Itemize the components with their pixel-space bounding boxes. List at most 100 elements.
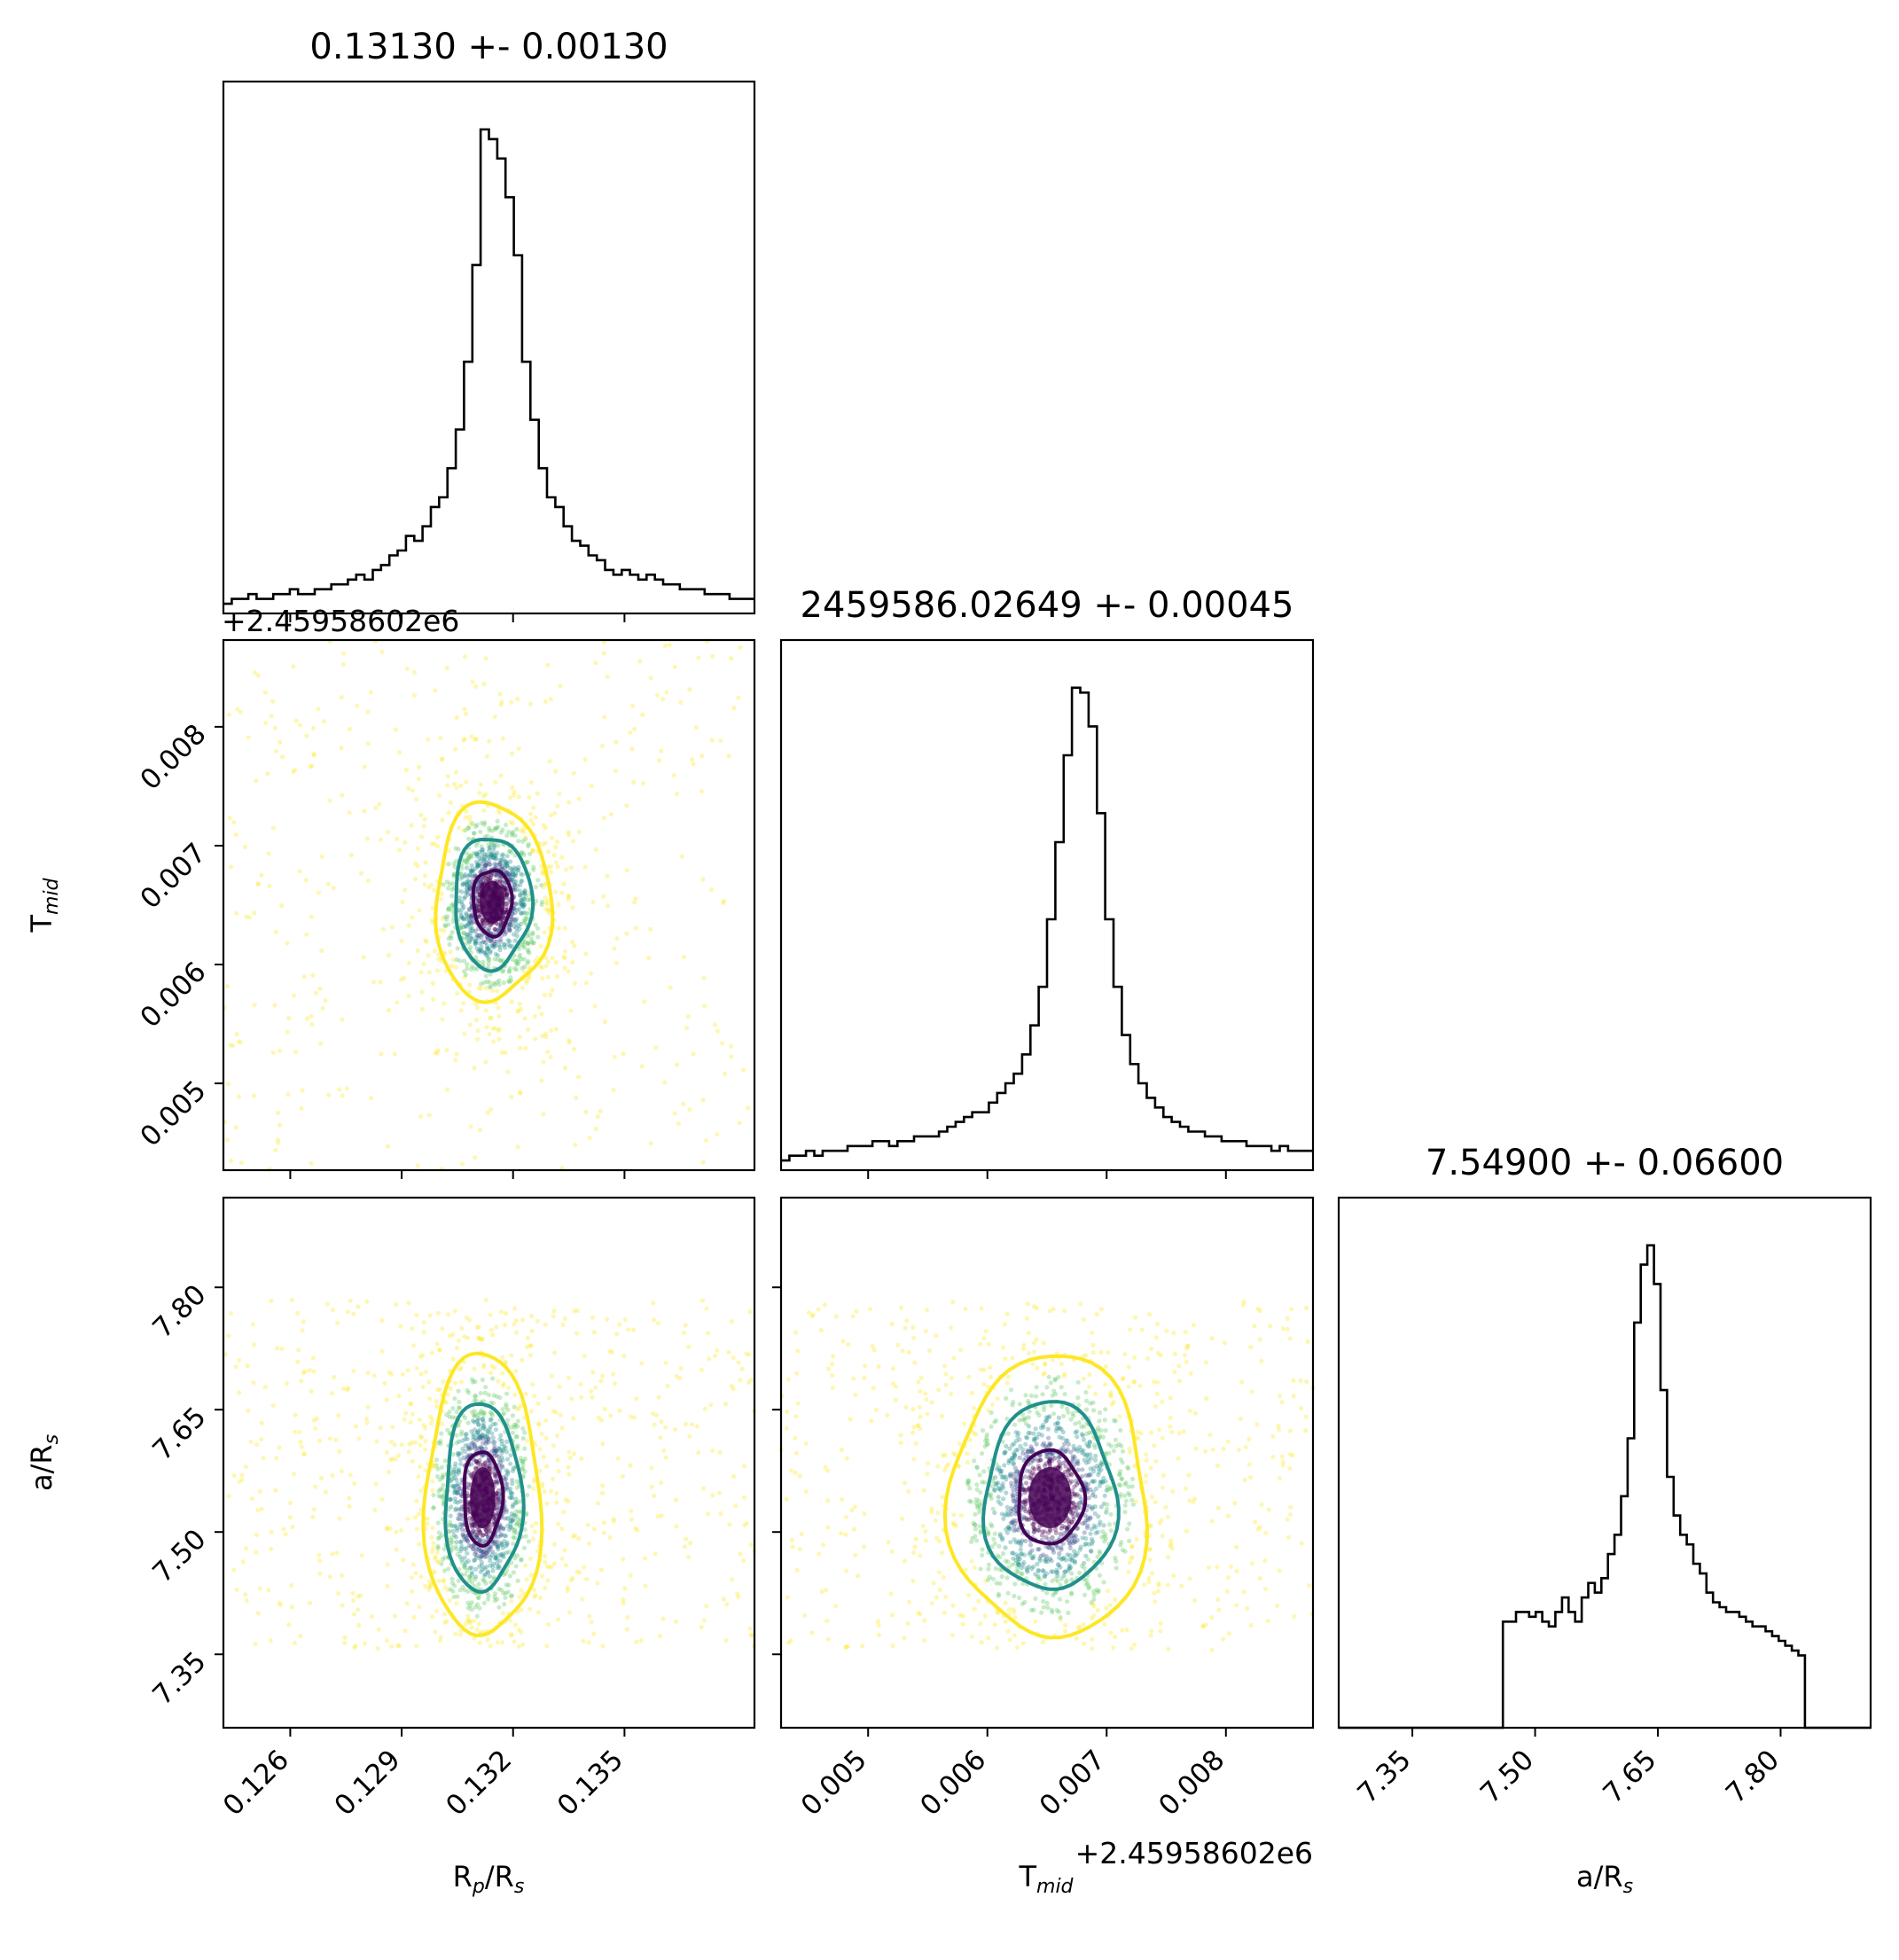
scatter-point: [488, 1470, 494, 1475]
scatter-point: [465, 889, 470, 894]
scatter-point: [481, 1424, 487, 1429]
scatter-point: [298, 1440, 303, 1445]
scatter-point: [494, 1561, 500, 1566]
scatter-point: [457, 871, 464, 877]
scatter-point: [417, 1542, 422, 1547]
scatter-point: [788, 1638, 793, 1644]
scatter-point: [539, 882, 544, 888]
scatter-point: [567, 800, 572, 805]
scatter-point: [492, 926, 497, 932]
scatter-point: [566, 1375, 572, 1380]
scatter-point: [1059, 1547, 1064, 1552]
scatter-point: [379, 1318, 385, 1324]
scatter-point: [996, 1486, 1001, 1491]
scatter-point: [1287, 1428, 1293, 1433]
scatter-point: [1011, 1400, 1016, 1405]
scatter-point: [521, 945, 527, 950]
scatter-point: [1184, 1528, 1189, 1534]
scatter-point: [1154, 1391, 1160, 1396]
scatter-point: [1069, 1577, 1075, 1582]
scatter-point: [583, 951, 589, 957]
scatter-point: [543, 1035, 549, 1040]
scatter-point: [511, 1541, 516, 1547]
scatter-point: [497, 879, 503, 885]
scatter-point: [973, 1522, 978, 1527]
scatter-point: [659, 748, 664, 754]
scatter-point: [436, 1559, 442, 1565]
scatter-point: [1113, 1597, 1118, 1602]
scatter-point: [324, 1301, 330, 1307]
scatter-point: [441, 1482, 446, 1488]
scatter-point: [501, 856, 506, 862]
scatter-point: [495, 1539, 500, 1544]
scatter-point: [601, 1530, 607, 1535]
scatter-point: [483, 1008, 489, 1013]
scatter-point: [287, 1515, 293, 1520]
scatter-point: [495, 1557, 500, 1562]
scatter-point: [419, 989, 425, 995]
scatter-point: [347, 726, 353, 732]
scatter-point: [1094, 1464, 1099, 1469]
scatter-point: [549, 1565, 554, 1570]
scatter-point: [488, 851, 494, 857]
scatter-point: [323, 998, 328, 1003]
scatter-point: [502, 1443, 507, 1449]
scatter-point: [279, 902, 285, 909]
scatter-point: [465, 1481, 471, 1487]
scatter-point: [316, 1438, 322, 1443]
scatter-point: [454, 858, 459, 863]
scatter-point: [482, 820, 488, 825]
scatter-point: [569, 1396, 574, 1402]
scatter-point: [1081, 1376, 1087, 1381]
scatter-point: [590, 899, 596, 904]
scatter-point: [1013, 1518, 1019, 1524]
scatter-point: [516, 906, 522, 912]
scatter-point: [1087, 1371, 1092, 1378]
scatter-point: [459, 1557, 465, 1563]
scatter-point: [509, 999, 515, 1004]
scatter-point: [1043, 1362, 1048, 1368]
scatter-point: [974, 1487, 980, 1492]
scatter-point: [464, 932, 469, 937]
scatter-point: [510, 1430, 516, 1435]
scatter-point: [496, 1446, 502, 1451]
scatter-point: [1064, 1578, 1069, 1583]
scatter-point: [898, 1305, 904, 1310]
scatter-point: [1092, 1479, 1098, 1484]
scatter-point: [469, 1445, 474, 1450]
scatter-point: [504, 1417, 511, 1423]
scatter-point: [1085, 1523, 1090, 1528]
scatter-point: [1017, 1417, 1022, 1423]
scatter-point: [1124, 1627, 1129, 1633]
scatter-point: [1012, 1633, 1017, 1638]
scatter-point: [550, 1373, 555, 1378]
scatter-point: [410, 1326, 415, 1331]
scatter-point: [1027, 1510, 1032, 1515]
scatter-point: [530, 930, 535, 935]
scatter-point: [966, 1374, 972, 1380]
scatter-point: [299, 1378, 304, 1384]
scatter-point: [244, 1597, 249, 1603]
scatter-point: [480, 918, 485, 923]
scatter-point: [1029, 1548, 1035, 1553]
scatter-point: [488, 1417, 493, 1423]
scatter-point: [1084, 1441, 1090, 1447]
scatter-point: [900, 1348, 905, 1354]
scatter-point: [939, 1550, 945, 1556]
scatter-point: [528, 1343, 534, 1348]
scatter-point: [1029, 1555, 1035, 1560]
scatter-point: [481, 1577, 486, 1582]
scatter-point: [240, 1559, 246, 1565]
scatter-point: [465, 966, 470, 972]
scatter-point: [1084, 1525, 1090, 1531]
scatter-point: [1026, 1415, 1031, 1420]
scatter-point: [481, 808, 487, 813]
scatter-point: [504, 870, 510, 875]
scatter-point: [1031, 1564, 1036, 1569]
scatter-point: [454, 1526, 460, 1531]
scatter-point: [1104, 1605, 1109, 1611]
scatter-point: [364, 1299, 370, 1304]
scatter-point: [493, 1421, 498, 1426]
scatter-point: [546, 910, 551, 916]
scatter-point: [456, 1388, 461, 1394]
